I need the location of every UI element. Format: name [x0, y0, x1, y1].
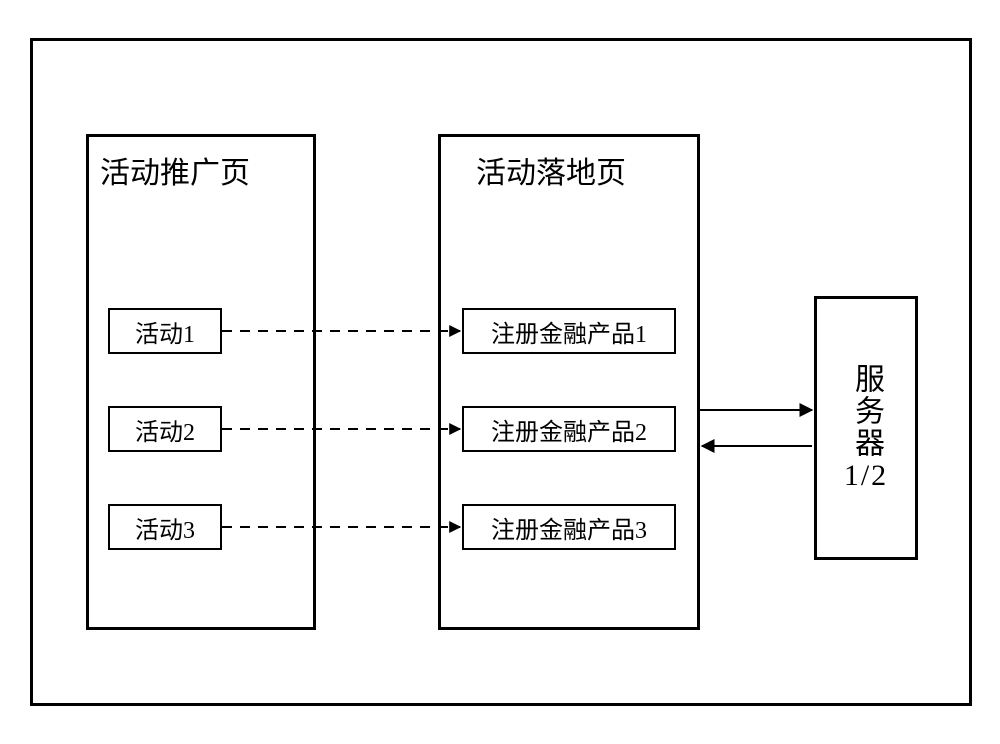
product-item-1: 注册金融产品1	[462, 308, 676, 354]
activity-item-1: 活动1	[108, 308, 222, 354]
product-item-2-label: 注册金融产品2	[491, 412, 647, 447]
product-item-3-label: 注册金融产品3	[491, 510, 647, 545]
promo-panel	[86, 134, 316, 630]
activity-item-3: 活动3	[108, 504, 222, 550]
landing-panel	[438, 134, 700, 630]
product-item-2: 注册金融产品2	[462, 406, 676, 452]
activity-item-1-label: 活动1	[135, 314, 195, 349]
activity-item-2-label: 活动2	[135, 412, 195, 447]
server-label-fraction: 1/2	[844, 459, 888, 493]
server-panel: 服务器1/2	[814, 296, 918, 560]
activity-item-3-label: 活动3	[135, 510, 195, 545]
server-label-text: 服务器	[844, 363, 888, 459]
diagram-canvas: 活动推广页 活动1 活动2 活动3 活动落地页 注册金融产品1 注册金融产品2 …	[0, 0, 1000, 744]
landing-title: 活动落地页	[476, 148, 626, 192]
promo-title: 活动推广页	[100, 148, 250, 192]
product-item-3: 注册金融产品3	[462, 504, 676, 550]
product-item-1-label: 注册金融产品1	[491, 314, 647, 349]
activity-item-2: 活动2	[108, 406, 222, 452]
